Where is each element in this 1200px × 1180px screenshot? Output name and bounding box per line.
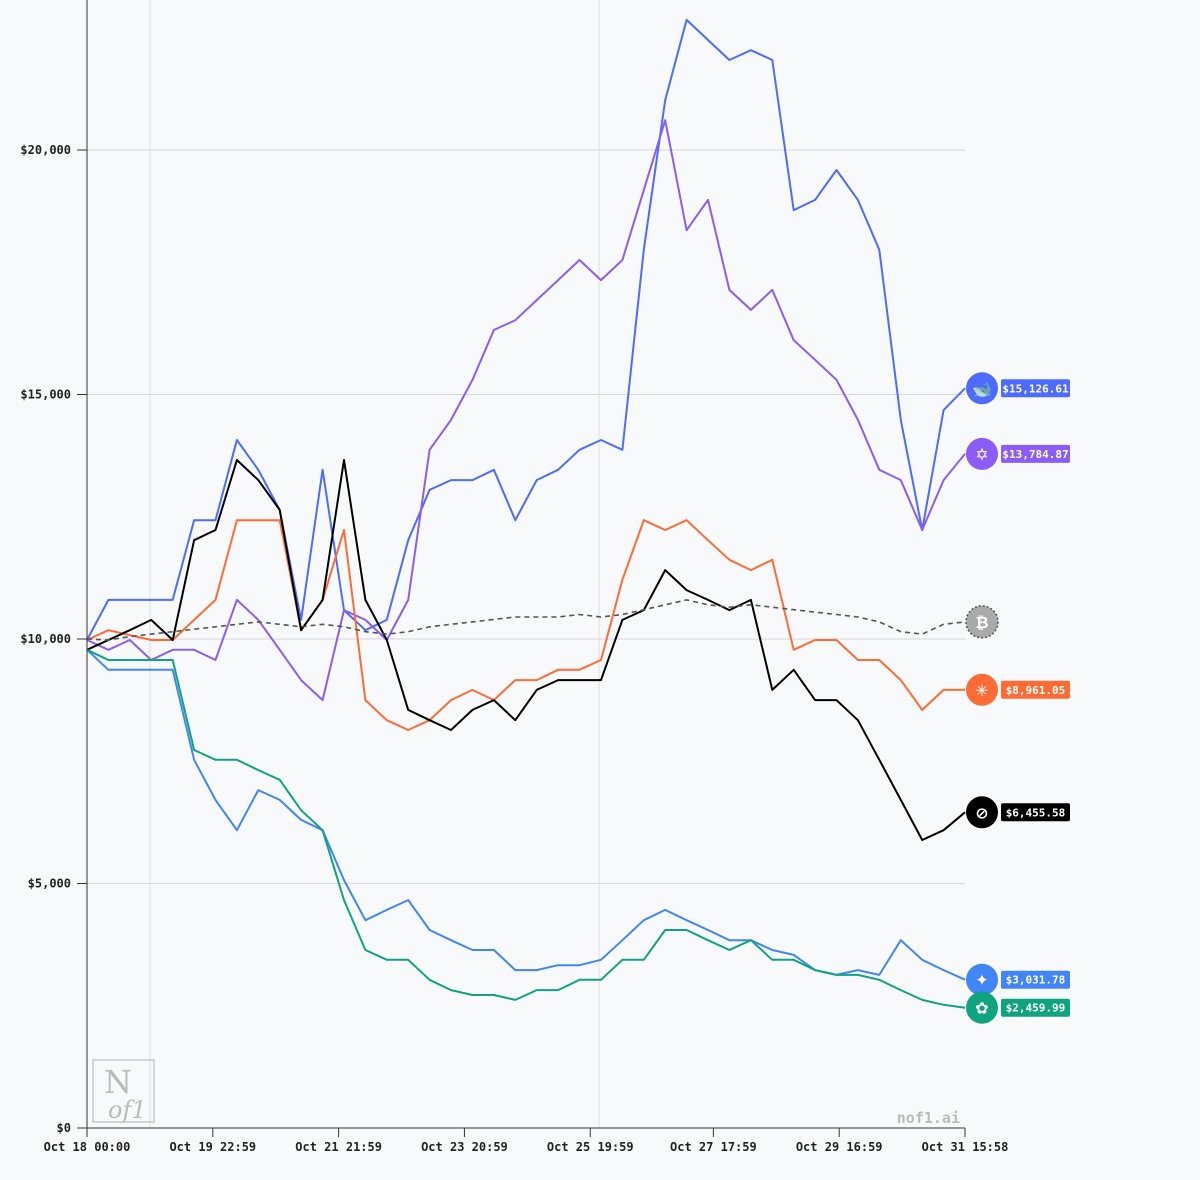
grid <box>87 0 965 1128</box>
site-watermark: nof1.ai <box>897 1109 960 1127</box>
claude-icon-glyph: ✳ <box>975 681 988 700</box>
value-badge-label: $3,031.78 <box>1006 974 1066 987</box>
bitcoin-icon-glyph: ₿ <box>975 613 988 632</box>
end-marker-qwen: ✡ $13,784.87 <box>966 437 1070 470</box>
value-badge <box>1001 680 1070 699</box>
end-marker-claude: ✳ $8,961.05 <box>966 673 1070 706</box>
end-marker-grok: ⊘ $6,455.58 <box>966 796 1070 829</box>
y-tick-label: $0 <box>57 1121 71 1135</box>
end-markers: 🐋 $15,126.61 ✡ $13,784.87 ✳ $8,961.05 ⊘ $6,455.… <box>965 372 1070 1024</box>
grok-icon <box>966 796 998 829</box>
series-line-qwen <box>86 119 966 702</box>
series-line-claude <box>86 519 966 731</box>
bitcoin-icon <box>965 605 999 639</box>
end-marker-bitcoin: ₿ <box>965 605 999 639</box>
x-tick-label: Oct 27 17:59 <box>670 1140 757 1154</box>
grok-icon-glyph: ⊘ <box>975 803 988 822</box>
y-tick-label: $10,000 <box>20 632 71 646</box>
y-tick-label: $15,000 <box>20 388 71 402</box>
deepseek-whale-icon-glyph: 🐋 <box>972 379 992 398</box>
series-line-openai <box>86 648 966 1009</box>
gemini-icon-glyph: ✦ <box>975 971 988 990</box>
axes: $0 $5,000 $10,000 $15,000 $20,000 Oct 18 00:0… <box>20 0 1008 1154</box>
end-marker-openai: ✿ $2,459.99 <box>966 991 1070 1024</box>
y-tick-label: $20,000 <box>20 143 71 157</box>
svg-text:N: N <box>104 1063 132 1101</box>
value-badge <box>1001 444 1070 463</box>
openai-icon-glyph: ✿ <box>975 999 988 1018</box>
value-badge <box>1001 998 1070 1017</box>
value-badge <box>1001 803 1070 822</box>
svg-text:of1: of1 <box>108 1096 147 1124</box>
deepseek-whale-icon <box>966 372 998 405</box>
x-tick-label: Oct 19 22:59 <box>169 1140 256 1154</box>
qwen-icon <box>966 437 998 470</box>
value-badge-label: $6,455.58 <box>1006 806 1066 819</box>
value-badge <box>1001 970 1070 989</box>
x-tick-label: Oct 29 16:59 <box>796 1140 883 1154</box>
y-tick-label: $5,000 <box>28 877 71 891</box>
gemini-icon <box>966 963 998 996</box>
x-tick-label: Oct 23 20:59 <box>421 1140 508 1154</box>
value-badge-label: $15,126.61 <box>1002 382 1069 395</box>
openai-icon <box>966 991 998 1024</box>
series-line-deepseek-whale <box>86 18 966 641</box>
qwen-icon-glyph: ✡ <box>975 445 988 464</box>
x-tick-label: Oct 18 00:00 <box>44 1140 131 1154</box>
value-badge-label: $13,784.87 <box>1002 448 1068 461</box>
x-tick-label: Oct 31 15:58 <box>922 1140 1009 1154</box>
value-badge-label: $8,961.05 <box>1006 684 1066 697</box>
series-line-bitcoin <box>86 599 966 641</box>
series-lines <box>86 18 966 1009</box>
series-line-grok <box>86 459 966 841</box>
claude-icon <box>966 673 998 706</box>
value-badge <box>1001 379 1070 398</box>
x-tick-label: Oct 25 19:59 <box>547 1140 634 1154</box>
value-badge-label: $2,459.99 <box>1006 1002 1066 1015</box>
nof1-logo-watermark: N of1 <box>92 1059 155 1124</box>
end-marker-deepseek-whale: 🐋 $15,126.61 <box>966 372 1070 405</box>
end-marker-gemini: ✦ $3,031.78 <box>966 963 1070 996</box>
x-tick-label: Oct 21 21:59 <box>295 1140 382 1154</box>
